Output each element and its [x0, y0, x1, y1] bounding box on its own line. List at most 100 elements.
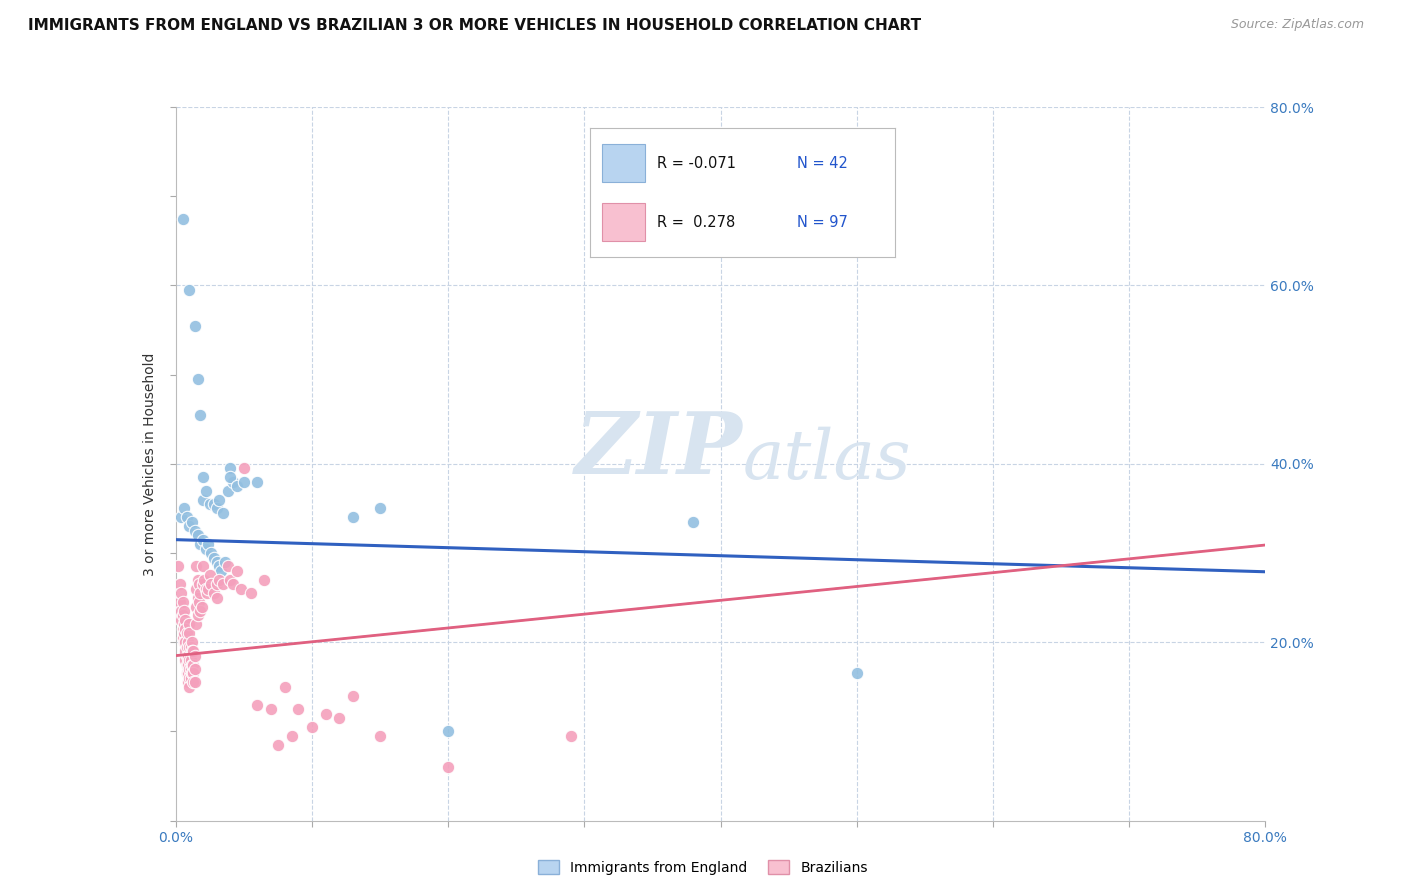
Point [301, 720, 323, 734]
Point [181, 635, 204, 649]
Point [193, 573, 215, 587]
Point [191, 533, 214, 547]
Point [191, 577, 214, 591]
Point [219, 470, 242, 484]
Point [179, 662, 201, 676]
Point [194, 582, 217, 596]
Point [172, 211, 194, 226]
Point [184, 318, 207, 333]
Point [174, 644, 197, 658]
Point [174, 635, 197, 649]
Legend: Immigrants from England, Brazilians: Immigrants from England, Brazilians [533, 855, 873, 880]
Point [200, 577, 222, 591]
Point [180, 640, 202, 654]
Point [186, 617, 208, 632]
Point [177, 635, 200, 649]
Point [184, 648, 207, 663]
Point [172, 622, 194, 636]
Point [186, 528, 209, 542]
Point [180, 653, 202, 667]
Text: atlas: atlas [742, 427, 911, 493]
Point [180, 671, 202, 685]
Point [202, 586, 225, 600]
Point [280, 729, 302, 743]
Point [173, 501, 195, 516]
Point [169, 577, 191, 591]
Point [188, 586, 211, 600]
Point [167, 559, 190, 574]
Point [226, 479, 249, 493]
Point [197, 582, 219, 596]
Point [172, 631, 194, 645]
Point [205, 577, 228, 591]
Point [217, 559, 239, 574]
Point [194, 483, 217, 498]
Point [179, 283, 201, 297]
Point [194, 541, 217, 556]
Point [368, 729, 391, 743]
Point [186, 591, 209, 605]
Point [173, 635, 195, 649]
Point [198, 568, 221, 582]
Y-axis label: 3 or more Vehicles in Household: 3 or more Vehicles in Household [143, 352, 157, 575]
Point [183, 666, 205, 681]
Point [208, 573, 231, 587]
Point [368, 501, 391, 516]
Point [179, 671, 201, 685]
Point [188, 408, 211, 422]
Point [202, 497, 225, 511]
Point [187, 577, 209, 591]
Point [200, 546, 222, 560]
Point [170, 510, 193, 524]
Point [174, 613, 197, 627]
Point [174, 622, 197, 636]
Point [179, 617, 201, 632]
Point [179, 519, 201, 533]
Point [198, 497, 221, 511]
Point [183, 644, 205, 658]
Point [179, 626, 201, 640]
Point [246, 698, 269, 712]
Point [176, 657, 198, 672]
Point [176, 648, 198, 663]
Point [177, 675, 200, 690]
Point [181, 644, 204, 658]
Point [205, 555, 228, 569]
Point [188, 604, 211, 618]
Text: Source: ZipAtlas.com: Source: ZipAtlas.com [1230, 18, 1364, 31]
Point [176, 640, 198, 654]
Point [231, 582, 253, 596]
Point [267, 738, 290, 752]
Point [181, 666, 204, 681]
Point [170, 604, 193, 618]
Text: IMMIGRANTS FROM ENGLAND VS BRAZILIAN 3 OR MORE VEHICLES IN HOUSEHOLD CORRELATION: IMMIGRANTS FROM ENGLAND VS BRAZILIAN 3 O… [28, 18, 921, 33]
Point [191, 470, 214, 484]
Point [560, 729, 582, 743]
Point [177, 666, 200, 681]
Point [219, 461, 242, 475]
Point [172, 595, 194, 609]
Point [205, 591, 228, 605]
Point [184, 524, 207, 538]
Point [169, 595, 191, 609]
Point [186, 608, 209, 623]
Point [202, 550, 225, 565]
Point [253, 573, 276, 587]
Point [173, 626, 195, 640]
Point [222, 475, 245, 489]
Point [342, 689, 364, 703]
Point [177, 648, 200, 663]
Point [274, 680, 297, 694]
Point [170, 586, 193, 600]
Point [437, 724, 460, 739]
Point [214, 555, 236, 569]
Point [186, 573, 209, 587]
Point [186, 599, 208, 614]
Point [260, 702, 283, 716]
Point [174, 653, 197, 667]
Point [173, 617, 195, 632]
Point [208, 559, 231, 574]
Point [219, 573, 242, 587]
Point [180, 662, 202, 676]
Point [177, 657, 200, 672]
